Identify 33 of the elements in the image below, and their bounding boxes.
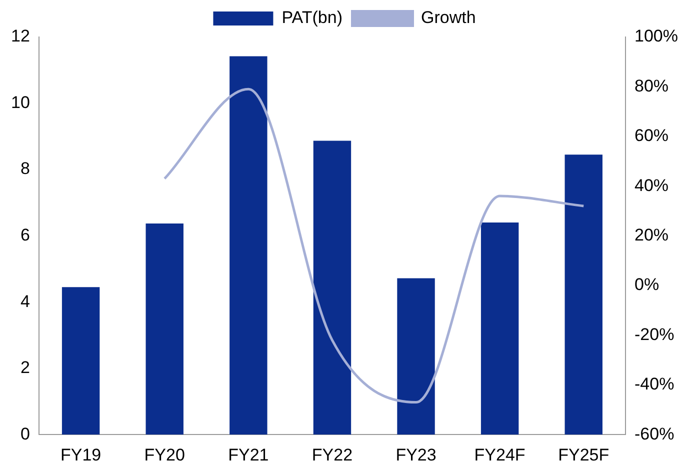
x-tick-label: FY25F xyxy=(558,445,610,464)
x-tick-label: FY20 xyxy=(144,445,185,464)
y2-tick-label: 100% xyxy=(634,26,678,46)
y-tick-label: 0 xyxy=(20,424,30,444)
y-tick-label: 10 xyxy=(10,92,30,112)
bar xyxy=(480,222,519,435)
bar xyxy=(230,56,268,435)
x-tick-label: FY19 xyxy=(60,445,102,464)
y-tick-label: 4 xyxy=(20,292,30,311)
bar xyxy=(313,140,352,435)
x-tick-label: FY22 xyxy=(312,445,353,464)
y-tick-label: 2 xyxy=(20,358,30,378)
y2-tick-label: -20% xyxy=(634,324,674,344)
legend-label: Growth xyxy=(420,8,476,28)
bar xyxy=(564,154,602,435)
y-tick-label: 8 xyxy=(20,159,30,178)
y-tick-label: 6 xyxy=(20,225,30,244)
y2-tick-label: 0% xyxy=(634,275,660,294)
x-tick-label: FY21 xyxy=(228,445,269,464)
bar xyxy=(397,278,435,435)
y2-tick-label: -60% xyxy=(634,424,674,444)
y2-tick-label: 80% xyxy=(634,76,669,96)
line-series xyxy=(163,88,585,404)
legend-label: PAT(bn) xyxy=(282,8,342,28)
y2-tick-label: 40% xyxy=(634,176,669,195)
y2-tick-label: -40% xyxy=(634,374,674,394)
y2-tick-label: 60% xyxy=(634,126,669,146)
y-tick-label: 12 xyxy=(10,26,30,46)
x-tick-label: FY23 xyxy=(396,445,436,464)
y2-tick-label: 20% xyxy=(634,225,669,244)
bar xyxy=(62,287,100,435)
x-tick-label: FY24F xyxy=(474,445,526,464)
bar xyxy=(146,224,184,435)
